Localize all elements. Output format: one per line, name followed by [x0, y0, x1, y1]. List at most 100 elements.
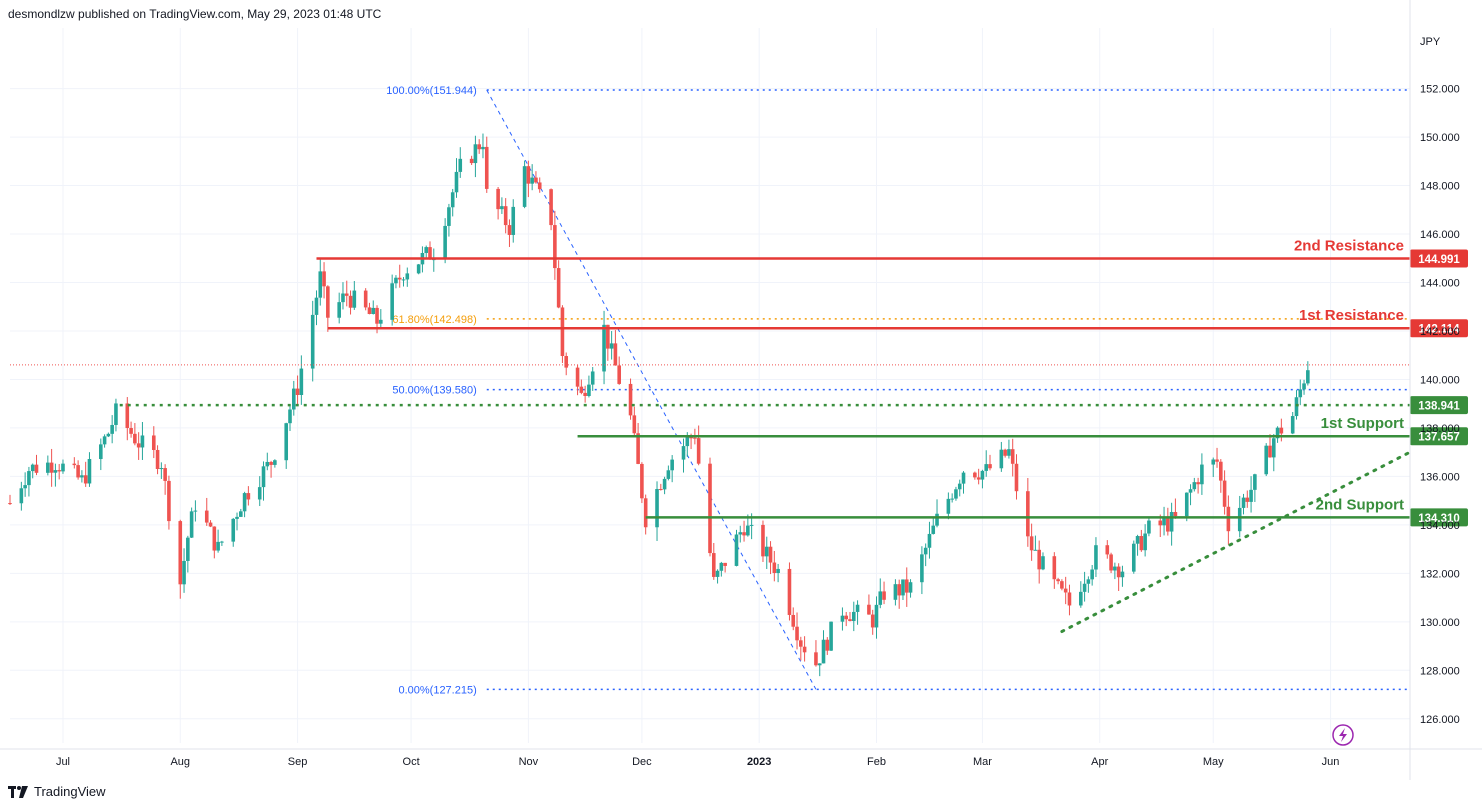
candle-body	[609, 343, 614, 349]
candle-body	[481, 146, 485, 150]
candle-body	[1120, 571, 1125, 578]
candle-body	[458, 158, 463, 172]
candle-body	[450, 192, 455, 208]
candle-body	[1268, 445, 1272, 458]
price-tag-label: 142.114	[1419, 324, 1461, 336]
candle-body	[1306, 370, 1310, 384]
candle-body	[428, 247, 432, 260]
candle-body	[579, 386, 584, 393]
candle-body	[662, 478, 667, 490]
candle-body	[711, 553, 716, 577]
candle-body	[776, 568, 780, 573]
price-tag-bg	[1410, 249, 1468, 268]
candle-body	[844, 615, 849, 620]
time-axis: Jul Aug Sep Oct Nov Dec 2023 Feb Mar Apr May Jun	[0, 748, 1482, 768]
candle-body	[379, 319, 383, 324]
candle-body	[46, 462, 50, 473]
candle-body	[632, 415, 637, 434]
candle-body	[988, 464, 992, 469]
candle-body	[503, 206, 508, 226]
candle-body	[1302, 383, 1306, 390]
candle-body	[537, 182, 542, 190]
candle-body	[1215, 459, 1219, 462]
x-tick-label: Dec	[632, 756, 652, 768]
candle-body	[443, 225, 447, 260]
price-tag-label: 138.941	[1418, 401, 1460, 413]
candle-body	[239, 511, 243, 517]
candle-body	[151, 435, 156, 450]
candle-body	[870, 614, 875, 628]
candle-body	[110, 424, 114, 434]
candle-body	[764, 546, 769, 557]
y-tick-label: 128.000	[1420, 665, 1460, 677]
candle-body	[1249, 489, 1253, 502]
x-tick-label: 2023	[747, 756, 771, 768]
candle-body	[1131, 543, 1136, 572]
candle-body	[882, 591, 886, 600]
candle-body	[72, 463, 77, 466]
publish-header: desmondlzw published on TradingView.com,…	[8, 7, 382, 21]
candle-body	[1158, 520, 1163, 526]
candle-body	[80, 475, 84, 478]
candle-body	[193, 510, 198, 512]
candle-body	[1192, 482, 1197, 490]
price-tag-bg	[1410, 319, 1468, 338]
candle-body	[1188, 489, 1193, 493]
candle-body	[1037, 549, 1041, 570]
level-label: 2nd Support	[1316, 496, 1404, 513]
candle-body	[1147, 520, 1151, 534]
candle-body	[1109, 554, 1113, 571]
candle-body	[590, 371, 595, 385]
candle-body	[681, 446, 686, 460]
candle-body	[8, 503, 12, 505]
candle-body	[893, 584, 898, 600]
candle-body	[1245, 497, 1250, 502]
candle-body	[341, 293, 345, 303]
candle-body	[23, 485, 27, 489]
y-tick-label: 136.000	[1420, 471, 1460, 483]
candle-body	[27, 471, 31, 486]
candle-body	[477, 144, 481, 150]
candlestick-chart[interactable]: 100.00%(151.944) 61.80%(142.498) 50.00%(13…	[0, 0, 1482, 780]
candle-body	[1200, 464, 1204, 485]
candle-body	[322, 271, 326, 287]
candle-body	[1264, 445, 1269, 475]
tradingview-logo-icon	[8, 785, 28, 798]
level-label: 1st Resistance	[1299, 307, 1404, 324]
footer: TradingView	[8, 784, 106, 799]
candle-body	[454, 171, 459, 193]
candle-body	[1067, 592, 1072, 606]
candle-body	[295, 388, 300, 395]
candle-body	[30, 464, 35, 472]
replay-lightning-icon[interactable]	[1332, 724, 1354, 746]
candle-body	[1033, 549, 1038, 551]
price-axis: 126.000 128.000 130.000 132.000 134.000 136.0…	[1409, 0, 1460, 780]
candle-body	[507, 225, 512, 235]
candle-body	[802, 646, 807, 653]
candle-body	[129, 428, 133, 434]
candle-body	[424, 247, 429, 253]
fib-level-label: 0.00%(127.215)	[398, 684, 476, 696]
y-tick-label: 126.000	[1420, 714, 1460, 726]
price-tag-bg	[1410, 396, 1468, 415]
candle-body	[1139, 536, 1144, 551]
candle-body	[1029, 536, 1034, 551]
candle-body	[231, 518, 236, 542]
currency-label: JPY	[1420, 36, 1441, 48]
candle-body	[500, 206, 504, 210]
candle-body	[291, 388, 296, 410]
candle-body	[689, 437, 693, 439]
candle-body	[1237, 507, 1242, 532]
candle-body	[1294, 397, 1299, 417]
candle-body	[1082, 583, 1087, 592]
x-tick-label: May	[1203, 756, 1224, 768]
candle-body	[526, 166, 531, 184]
candle-body	[257, 487, 262, 500]
candle-body	[1003, 449, 1007, 456]
candle-body	[273, 460, 277, 465]
candle-body	[1166, 518, 1170, 532]
candle-body	[106, 433, 111, 437]
candle-body	[348, 295, 353, 308]
candle-body	[375, 307, 379, 324]
candle-body	[87, 459, 92, 484]
